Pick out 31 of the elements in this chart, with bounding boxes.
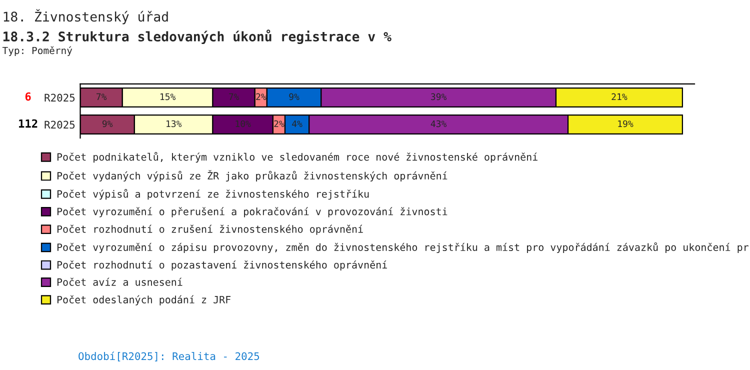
- data-label: 9%: [102, 120, 113, 128]
- data-label: 19%: [618, 120, 634, 128]
- data-label: 13%: [166, 120, 182, 128]
- data-label: 4%: [292, 120, 302, 128]
- y-tick-label: R2025: [44, 120, 75, 129]
- data-label: 7%: [96, 93, 107, 100]
- chart-title: 18. Živnostenský úřad: [4, 9, 168, 24]
- legend-label: Počet rozhodnutí o pozastavení živnostenského oprávnění: [57, 260, 387, 271]
- legend-label: Počet rozhodnutí o zrušení živnostenského oprávnění: [57, 224, 363, 235]
- data-label: 7%: [228, 93, 240, 100]
- data-label: 2%: [256, 93, 266, 100]
- legend-label: Počet vydaných výpisů ze ŽR jako průkazů živnostenských oprávnění: [57, 170, 448, 182]
- legend-label: Počet vyrozumění o zápisu provozovny, změn do živnostenského rejstříku a míst pro vypořádání závazků po ukončení pr: [57, 242, 748, 253]
- text: 6: [25, 92, 31, 101]
- legend-label: Počet podnikatelů, kterým vzniklo ve sledovaném roce nové živnostenské oprávnění: [57, 152, 538, 163]
- chart-subtitle: 18.3.2 Struktura sledovaných úkonů registrace v %: [3, 30, 392, 44]
- data-label: 43%: [430, 120, 447, 128]
- legend-label: Počet vyrozumění o přerušení a pokračování v provozování živnosti: [57, 207, 448, 218]
- y-tick-label: R2025: [44, 94, 75, 102]
- data-label: 2%: [274, 120, 284, 128]
- data-label: 15%: [160, 93, 176, 100]
- legend-label: Počet odeslaných podání z JRF: [57, 295, 231, 306]
- text: Typ: Poměrný: [2, 46, 72, 56]
- data-label: 9%: [289, 93, 300, 100]
- legend-label: Počet výpisů a potvrzení ze živnostenského rejstříku: [57, 189, 369, 200]
- legend-label: Počet avíz a usnesení: [57, 278, 182, 286]
- text: 112: [19, 119, 38, 128]
- text: Období[R2025]: Realita - 2025: [78, 352, 260, 362]
- data-label: 39%: [431, 93, 447, 100]
- data-label: 21%: [612, 93, 628, 100]
- data-label: 10%: [236, 120, 251, 128]
